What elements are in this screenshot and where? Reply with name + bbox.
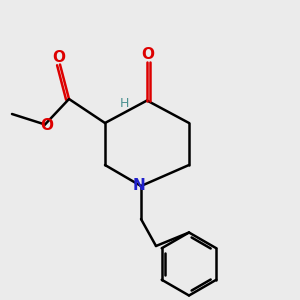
Text: O: O [141,46,154,62]
Text: N: N [133,178,146,194]
Text: H: H [120,97,129,110]
Text: O: O [40,118,53,133]
Text: O: O [52,50,65,64]
